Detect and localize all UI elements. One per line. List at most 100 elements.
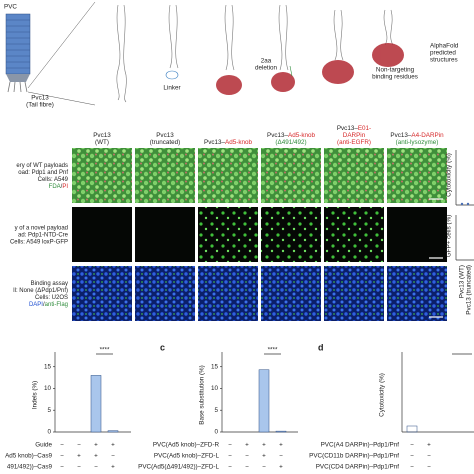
- sign: −: [111, 453, 115, 460]
- annotation: binding residues: [372, 74, 418, 81]
- sign: +: [279, 464, 283, 471]
- row-label-part: ery of WT payloads: [16, 163, 68, 169]
- sign: −: [94, 464, 98, 471]
- sign: +: [262, 442, 266, 449]
- sign: −: [77, 464, 81, 471]
- row-label-part: ll: None (ΔPdp1/Pnf): [13, 288, 68, 294]
- sign: −: [228, 453, 232, 460]
- column-header: (anti-lysozyme): [396, 139, 439, 146]
- sign: −: [60, 442, 64, 449]
- y-tick-label: 15: [44, 363, 52, 370]
- micrograph: [135, 207, 195, 262]
- annotation: Linker: [163, 85, 180, 92]
- row-label: DAPI/anti-Flag: [29, 302, 68, 308]
- y-tick-label: 10: [44, 385, 52, 392]
- y-tick-label: 5: [47, 407, 51, 414]
- panel-letter: d: [318, 342, 324, 352]
- sign: +: [77, 453, 81, 460]
- micrograph: [198, 207, 258, 262]
- column-header-part: (anti-EGFR): [337, 139, 371, 146]
- bar-outline: [406, 425, 418, 433]
- sign: +: [94, 453, 98, 460]
- micrograph: [72, 207, 132, 262]
- micrograph: [198, 266, 258, 321]
- sign: +: [262, 453, 266, 460]
- row-label: PVC(Ad5 knob)–ZFD-L: [154, 453, 220, 460]
- micrograph: [387, 207, 447, 262]
- row-label: Binding assay: [31, 281, 68, 287]
- column-header-part: Pvc13–: [267, 132, 289, 139]
- sign: −: [245, 464, 249, 471]
- row-label: PVC(Ad5 knob)–ZFD-R: [153, 442, 220, 449]
- side-charts: [455, 150, 474, 261]
- y-tick-label: 5: [214, 407, 218, 414]
- protein-structures: [116, 4, 394, 103]
- micrograph-grid: [72, 148, 447, 321]
- sign: −: [60, 464, 64, 471]
- tail-label: (Tail fibre): [26, 102, 54, 109]
- sign: −: [262, 464, 266, 471]
- y-axis-label: Cytotoxicity (%): [379, 373, 386, 417]
- sign: −: [60, 453, 64, 460]
- sign: +: [94, 442, 98, 449]
- row-label-part: oad: Pdp1 and Pnf: [18, 170, 68, 176]
- row-label: PVC(Ad5(Δ491/492))–ZFD-L: [138, 464, 219, 471]
- y-tick-label: 15: [211, 363, 219, 370]
- micrograph: [324, 207, 384, 262]
- darpin-domains: [216, 43, 404, 95]
- column-header-part: (truncated): [150, 139, 180, 146]
- column-header: Pvc13–A4-DARPin: [390, 132, 444, 139]
- sign: −: [410, 442, 414, 449]
- structures-label: predicted: [430, 50, 456, 57]
- row-label: Cells: A549: [38, 177, 69, 183]
- column-header-part: E01-: [358, 125, 371, 132]
- column-header-part: (anti-lysozyme): [396, 139, 439, 146]
- column-header: Pvc13: [93, 132, 111, 139]
- row-label-part: Cells: U2OS: [35, 295, 68, 301]
- micrograph: [135, 266, 195, 321]
- row-label: Guide: [35, 442, 52, 449]
- sign: +: [279, 442, 283, 449]
- micrograph: [198, 148, 258, 203]
- bar: [107, 430, 119, 433]
- row-label-part: y of a novel payload: [15, 225, 68, 231]
- micrograph: [135, 148, 195, 203]
- micrograph: [387, 148, 447, 203]
- micrograph: [324, 266, 384, 321]
- row-label-part: Cells: A549 loxP-GFP: [10, 239, 68, 245]
- sign: −: [228, 442, 232, 449]
- row-label-part: /: [43, 302, 45, 308]
- sign: +: [111, 464, 115, 471]
- row-label: y of a novel payload: [15, 225, 68, 231]
- annotation-arrow: [289, 65, 293, 77]
- column-header: Pvc13–Ad5-knob: [204, 139, 252, 146]
- column-header: Pvc13–Ad5-knob: [267, 132, 315, 139]
- sign: +: [245, 442, 249, 449]
- column-header-part: A4-DARPin: [411, 132, 444, 139]
- row-label: ad: Pdp1-NTD-Cre: [18, 232, 69, 238]
- column-header-part: Pvc13–: [204, 139, 226, 146]
- row-label: PVC(CD11b DARPin)–Pdp1/Pnf: [309, 453, 399, 460]
- sign: −: [77, 442, 81, 449]
- y-tick-label: 0: [47, 429, 51, 436]
- y-tick-label: 10: [211, 385, 219, 392]
- sign: +: [111, 442, 115, 449]
- sign: −: [228, 464, 232, 471]
- column-header-part: Pvc13: [156, 132, 174, 139]
- significance: ****: [100, 347, 110, 354]
- column-header-part: Pvc13–: [337, 125, 359, 132]
- significance: ****: [268, 347, 278, 354]
- pvc-drawing: [5, 1, 96, 106]
- column-header: (truncated): [150, 139, 180, 146]
- row-label-part: DAPI: [29, 302, 43, 308]
- annotation: deletion: [255, 65, 278, 72]
- side-x-label: Pvc13 (truncated): [466, 265, 473, 315]
- annotation: 2aa: [261, 58, 272, 65]
- pvc-label: PVC: [4, 4, 17, 11]
- sign: −: [245, 453, 249, 460]
- column-header: (anti-EGFR): [337, 139, 371, 146]
- row-label: oad: Pdp1 and Pnf: [18, 170, 68, 176]
- column-header-part: Pvc13: [93, 132, 111, 139]
- side-y-label: Cytotoxicity (%): [446, 153, 453, 197]
- row-label: PVC(CD4 DARPin)–Pdp1/Pnf: [316, 464, 400, 471]
